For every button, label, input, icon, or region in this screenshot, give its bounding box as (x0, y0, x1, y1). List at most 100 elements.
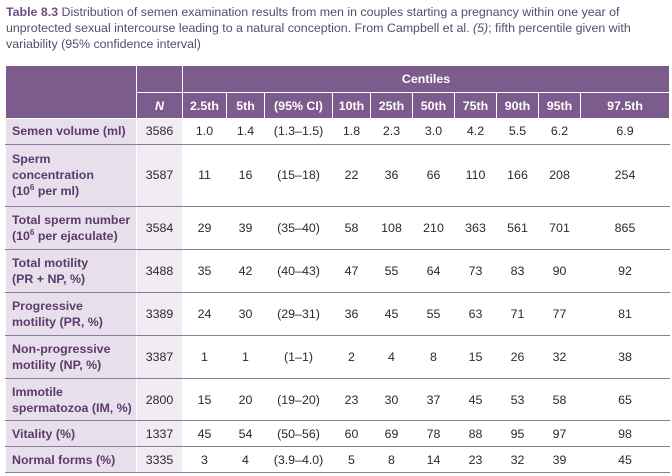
parameter-label: Sperm concentration (106 per ml) (5, 143, 137, 207)
parameter-label: Normal forms (%) (5, 446, 137, 473)
header-n: N (136, 92, 183, 119)
centile-value: 63 (454, 291, 497, 336)
centile-value: 30 (370, 377, 413, 422)
parameter-label: Progressive motility (PR, %) (5, 291, 137, 336)
centile-value: (29–31) (264, 291, 333, 336)
centile-value: 97 (538, 420, 581, 448)
table-caption: Table 8.3 Distribution of semen examinat… (6, 4, 666, 53)
table-row: Progressive motility (PR, %) 3389 24 30 (29–3… (5, 291, 671, 336)
centile-value: 71 (496, 291, 539, 336)
centile-value: 20 (226, 377, 265, 422)
centile-value: 66 (412, 143, 455, 207)
centile-value: 42 (226, 248, 265, 293)
table-row: Sperm concentration (106 per ml) 3587 11 16 (1… (5, 143, 671, 207)
centile-value: (1–1) (264, 334, 333, 379)
centile-value: 1.8 (332, 118, 371, 145)
sample-count: 1337 (136, 420, 183, 448)
centile-value: 36 (332, 291, 371, 336)
table-row: Total sperm number (106 per ejaculate) 358… (5, 205, 671, 250)
centile-value: 2 (332, 334, 371, 379)
centile-value: 69 (370, 420, 413, 448)
header-column: 90th (496, 92, 539, 119)
centile-value: (50–56) (264, 420, 333, 448)
centile-value: 701 (538, 205, 581, 250)
parameter-label: Total sperm number (106 per ejaculate) (5, 205, 137, 250)
centile-value: (15–18) (264, 143, 333, 207)
centile-value: 3.0 (412, 118, 455, 145)
header-column: (95% CI) (264, 92, 333, 119)
centile-value: 1.0 (182, 118, 227, 145)
centile-value: 5.5 (496, 118, 539, 145)
sample-count: 3488 (136, 248, 183, 293)
header-column: 25th (370, 92, 413, 119)
centile-value: 4 (226, 446, 265, 473)
centile-value: 39 (538, 446, 581, 473)
centile-value: 58 (332, 205, 371, 250)
centile-value: 6.2 (538, 118, 581, 145)
centile-value: 35 (182, 248, 227, 293)
header-column: 75th (454, 92, 497, 119)
centile-value: 865 (579, 205, 671, 250)
centile-value: 3 (182, 446, 227, 473)
semen-distribution-table: Centiles N 2.5th 5th (95% CI) 10th 25th 50th 7… (5, 65, 671, 473)
centile-value: 4 (370, 334, 413, 379)
centile-value: 55 (412, 291, 455, 336)
centile-value: (35–40) (264, 205, 333, 250)
centile-value: 166 (496, 143, 539, 207)
centile-value: 45 (370, 291, 413, 336)
centile-value: 32 (496, 446, 539, 473)
centile-value: 23 (454, 446, 497, 473)
caption-text: Distribution of semen examination result… (6, 5, 620, 36)
centile-value: 8 (412, 334, 455, 379)
sample-count: 3335 (136, 446, 183, 473)
header-column: 5th (226, 92, 265, 119)
centile-value: 561 (496, 205, 539, 250)
caption-text-end: ; fifth percentile given with variabilit… (6, 21, 631, 52)
centile-value: 45 (454, 377, 497, 422)
centile-value: 64 (412, 248, 455, 293)
centile-value: 37 (412, 377, 455, 422)
centile-value: 83 (496, 248, 539, 293)
centile-value: 60 (332, 420, 371, 448)
table-row: Immotile spermatozoa (IM, %) 2800 15 20 (19–2… (5, 377, 671, 422)
parameter-label: Total motility (PR + NP, %) (5, 248, 137, 293)
header-column: 10th (332, 92, 371, 119)
centile-value: 81 (579, 291, 671, 336)
centile-value: 78 (412, 420, 455, 448)
parameter-label: Vitality (%) (5, 420, 137, 448)
centile-value: 210 (412, 205, 455, 250)
sample-count: 3387 (136, 334, 183, 379)
centile-value: 1.4 (226, 118, 265, 145)
centile-value: 54 (226, 420, 265, 448)
centile-value: 98 (579, 420, 671, 448)
centile-value: 24 (182, 291, 227, 336)
table-label: Table 8.3 (6, 5, 59, 19)
centile-value: 39 (226, 205, 265, 250)
header-blank-n (136, 65, 183, 93)
centile-value: 363 (454, 205, 497, 250)
centile-value: 16 (226, 143, 265, 207)
centile-value: 36 (370, 143, 413, 207)
header-column: 97.5th (579, 92, 671, 119)
centile-value: 22 (332, 143, 371, 207)
parameter-label: Non-progressive motility (NP, %) (5, 334, 137, 379)
centile-value: (40–43) (264, 248, 333, 293)
parameter-label: Semen volume (ml) (5, 118, 137, 145)
centile-value: 58 (538, 377, 581, 422)
centile-value: (3.9–4.0) (264, 446, 333, 473)
centile-value: 38 (579, 334, 671, 379)
sample-count: 3587 (136, 143, 183, 207)
centile-value: 11 (182, 143, 227, 207)
centile-value: 1 (226, 334, 265, 379)
centile-value: 23 (332, 377, 371, 422)
centile-value: 15 (182, 377, 227, 422)
table-row: Semen volume (ml) 3586 1.0 1.4 (1.3–1.5) 1.8 2… (5, 118, 671, 145)
centile-value: 1 (182, 334, 227, 379)
header-blank (5, 65, 137, 119)
centile-value: 29 (182, 205, 227, 250)
sample-count: 3586 (136, 118, 183, 145)
centile-value: 6.9 (579, 118, 671, 145)
centile-value: 14 (412, 446, 455, 473)
header-column: 2.5th (182, 92, 227, 119)
centile-value: 4.2 (454, 118, 497, 145)
